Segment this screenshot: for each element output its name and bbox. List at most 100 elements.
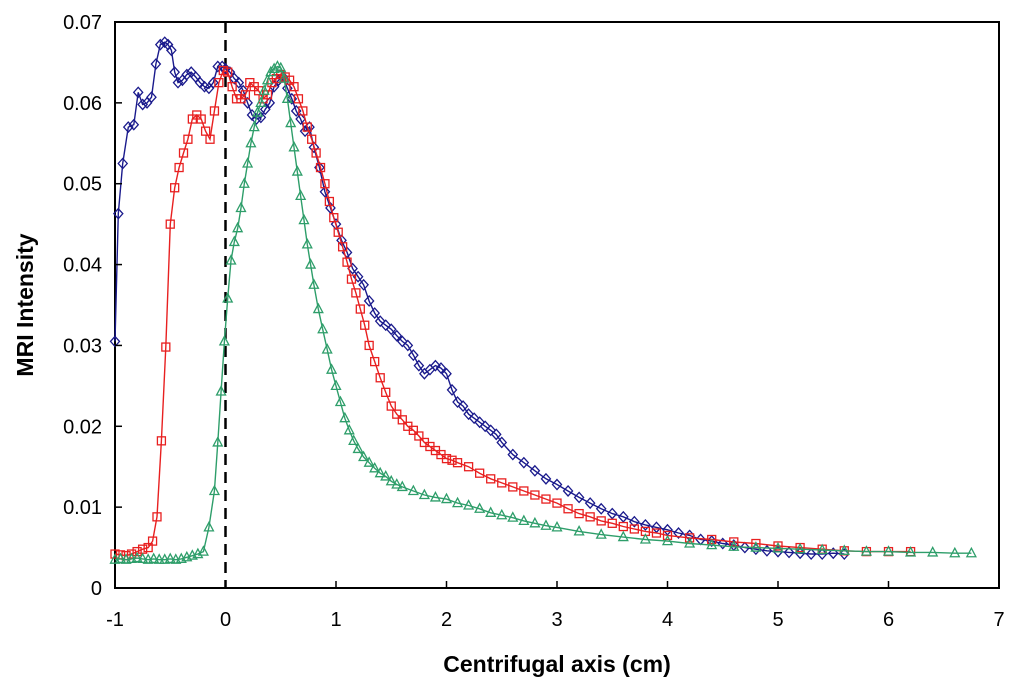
data-point [132, 546, 142, 557]
data-point [183, 134, 193, 144]
data-point [457, 400, 469, 413]
data-point [640, 518, 651, 531]
series-layer [109, 36, 977, 564]
data-point [750, 541, 762, 552]
data-point [396, 335, 408, 348]
data-point [562, 484, 574, 497]
data-point [326, 363, 338, 374]
data-point [519, 486, 529, 496]
data-point [596, 516, 606, 526]
data-point [308, 141, 320, 154]
data-point [479, 420, 491, 433]
data-point [330, 218, 342, 231]
data-point [112, 207, 124, 220]
data-point [474, 468, 485, 478]
data-point [463, 408, 474, 421]
data-point [617, 530, 629, 542]
data-point [197, 545, 209, 556]
data-point [381, 387, 391, 397]
data-point [161, 342, 171, 352]
data-point [289, 82, 299, 92]
data-point [794, 542, 806, 554]
data-point [949, 546, 961, 558]
data-point [551, 520, 563, 532]
y-tick-label: 0.05 [63, 174, 102, 196]
data-point [447, 455, 457, 465]
data-point [153, 553, 165, 564]
series-triangle [109, 60, 977, 564]
data-point [360, 320, 370, 330]
data-point [325, 201, 336, 214]
data-point [311, 148, 321, 158]
data-point [529, 464, 541, 477]
x-tick-label: 5 [772, 609, 783, 631]
data-point [573, 491, 585, 504]
x-tick-label: 1 [330, 609, 341, 631]
data-point [408, 425, 419, 435]
data-point [154, 38, 166, 51]
data-point [496, 436, 508, 449]
data-point [343, 423, 355, 435]
x-tick-label: -1 [106, 609, 124, 631]
data-point [451, 496, 464, 508]
data-point [232, 221, 244, 233]
data-point [196, 114, 206, 124]
data-point [827, 547, 839, 560]
data-point [618, 521, 628, 532]
data-point [414, 431, 424, 441]
data-point [639, 533, 651, 544]
data-point [181, 68, 193, 81]
data-point [440, 492, 453, 504]
data-point [370, 356, 380, 367]
data-point [305, 258, 317, 269]
data-point [319, 185, 331, 198]
data-point [446, 383, 458, 396]
data-point [816, 543, 828, 555]
data-point [237, 84, 249, 97]
data-point [315, 162, 326, 173]
data-point [355, 304, 365, 314]
data-point [245, 136, 257, 148]
data-point [783, 546, 795, 559]
data-point [164, 552, 176, 564]
data-point [126, 549, 137, 559]
data-point [295, 113, 307, 126]
data-point [150, 58, 162, 71]
data-point [574, 508, 584, 519]
data-point [348, 434, 360, 445]
data-point [463, 499, 475, 510]
data-point [860, 545, 872, 556]
data-point [595, 528, 607, 539]
data-point [430, 359, 441, 372]
data-point [152, 512, 162, 522]
data-point [364, 340, 374, 351]
data-point [131, 551, 143, 563]
tick-layer: -1 0 1 2 3 4 5 6 700.010.020.030.040.050.060.07 [63, 12, 1005, 631]
data-point [205, 134, 215, 144]
data-point [629, 524, 639, 534]
data-point [261, 73, 274, 85]
data-point [228, 235, 240, 247]
data-point [380, 470, 392, 481]
data-point [317, 322, 329, 334]
data-point [320, 179, 330, 189]
data-point [673, 527, 684, 539]
data-point [805, 548, 817, 561]
data-point [259, 103, 271, 116]
data-point [965, 546, 977, 558]
data-point [628, 515, 640, 528]
data-point [397, 415, 407, 425]
data-point [235, 201, 247, 213]
data-point [122, 121, 134, 134]
y-tick-label: 0.07 [63, 12, 102, 34]
data-point [346, 274, 357, 284]
data-point [248, 120, 260, 132]
data-point [363, 294, 375, 307]
data-point [137, 98, 148, 111]
data-point [684, 533, 695, 543]
data-point [352, 442, 364, 454]
data-point [363, 456, 375, 467]
data-point [209, 106, 220, 116]
data-point [342, 257, 352, 267]
y-tick-label: 0.03 [63, 335, 102, 357]
